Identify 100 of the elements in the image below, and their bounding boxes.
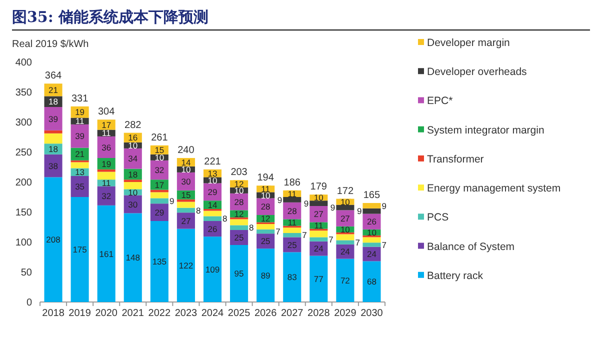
total-label: 203	[230, 167, 248, 178]
data-label: 12	[234, 178, 244, 189]
data-label: 7	[302, 230, 308, 240]
data-label: 11	[102, 178, 112, 188]
data-label: 25	[234, 232, 244, 243]
data-label: 7	[382, 240, 387, 250]
y-tick-label: 150	[15, 208, 32, 218]
bar	[97, 172, 116, 180]
data-label: 109	[205, 264, 220, 274]
x-tick-label: 2026	[254, 308, 278, 319]
bar	[256, 224, 275, 230]
total-label: 331	[71, 93, 89, 104]
data-label: 19	[75, 107, 85, 118]
data-label: 122	[178, 260, 194, 270]
data-label: 11	[261, 184, 270, 194]
data-label: 68	[366, 276, 377, 287]
bar	[124, 182, 142, 190]
bar	[336, 240, 354, 244]
data-label: 21	[48, 85, 58, 95]
total-label: 172	[336, 186, 354, 197]
data-label: 26	[208, 224, 218, 234]
bar	[97, 205, 116, 302]
total-label: 165	[363, 190, 381, 201]
bar	[362, 242, 381, 247]
bar	[70, 162, 89, 168]
data-label: 7	[276, 226, 281, 237]
bar	[336, 234, 354, 240]
data-label: 18	[48, 144, 58, 154]
data-label: 10	[128, 140, 138, 150]
data-label: 24	[314, 244, 324, 254]
data-label: 8	[222, 214, 228, 224]
data-label: 24	[340, 246, 350, 257]
data-label: 11	[288, 218, 297, 228]
data-label: 8	[196, 205, 201, 216]
y-tick-label: 250	[15, 148, 32, 158]
data-label: 10	[340, 196, 350, 207]
data-label: 25	[287, 240, 298, 250]
y-axis-title: Real 2019 $/kWh	[12, 39, 89, 50]
bar	[230, 219, 248, 226]
data-label: 83	[287, 272, 298, 282]
data-label: 30	[181, 176, 191, 186]
data-label: 17	[154, 180, 164, 190]
data-label: 39	[75, 131, 85, 142]
data-label: 10	[340, 224, 350, 234]
y-tick-label: 50	[20, 268, 32, 278]
legend-label: Battery rack	[427, 270, 484, 282]
data-label: 26	[366, 216, 377, 227]
data-label: 135	[152, 256, 167, 267]
data-label: 10	[234, 186, 244, 196]
bar	[283, 252, 302, 302]
data-label: 14	[181, 157, 191, 168]
bar	[256, 229, 275, 234]
legend-label: Energy management system	[427, 182, 561, 195]
data-label: 9	[304, 198, 309, 208]
data-label: 7	[355, 237, 360, 248]
total-label: 194	[257, 172, 274, 184]
bar	[362, 237, 381, 243]
y-tick-label: 100	[15, 238, 32, 248]
x-tick-label: 2029	[334, 308, 357, 319]
data-label: 24	[366, 249, 377, 260]
total-label: 221	[204, 156, 222, 168]
data-label: 12	[234, 208, 244, 219]
data-label: 9	[277, 194, 282, 205]
bar	[44, 177, 62, 302]
legend-label: Developer margin	[427, 37, 510, 49]
bar	[176, 228, 195, 302]
y-tick-label: 200	[15, 178, 32, 188]
bar	[362, 208, 381, 214]
x-tick-label: 2025	[228, 308, 251, 319]
data-label: 16	[128, 132, 138, 143]
x-tick-label: 2027	[280, 308, 304, 319]
x-tick-label: 2019	[68, 308, 92, 319]
bar	[283, 197, 302, 202]
bar	[310, 237, 328, 242]
bar	[176, 202, 195, 208]
bar	[203, 216, 222, 221]
y-tick-label: 300	[15, 118, 32, 128]
bar	[150, 221, 168, 302]
data-label: 18	[48, 96, 58, 107]
data-label: 77	[314, 274, 324, 284]
data-label: 19	[102, 158, 112, 169]
legend-label: Transformer	[427, 153, 484, 166]
y-tick-label: 400	[15, 58, 32, 68]
data-label: 27	[181, 216, 191, 226]
data-label: 9	[330, 202, 336, 213]
data-label: 7	[328, 234, 334, 244]
bar	[362, 261, 381, 302]
data-label: 10	[154, 152, 164, 162]
data-label: 32	[102, 190, 112, 201]
total-label: 364	[44, 70, 62, 82]
data-label: 13	[75, 167, 85, 178]
data-label: 38	[48, 160, 58, 171]
y-tick-label: 350	[15, 88, 32, 98]
data-label: 39	[48, 114, 58, 124]
data-label: 11	[102, 128, 112, 138]
total-label: 179	[310, 182, 328, 193]
total-label: 304	[98, 106, 116, 118]
legend-label: EPC*	[427, 95, 453, 108]
data-label: 27	[314, 209, 324, 220]
bar	[310, 200, 328, 206]
